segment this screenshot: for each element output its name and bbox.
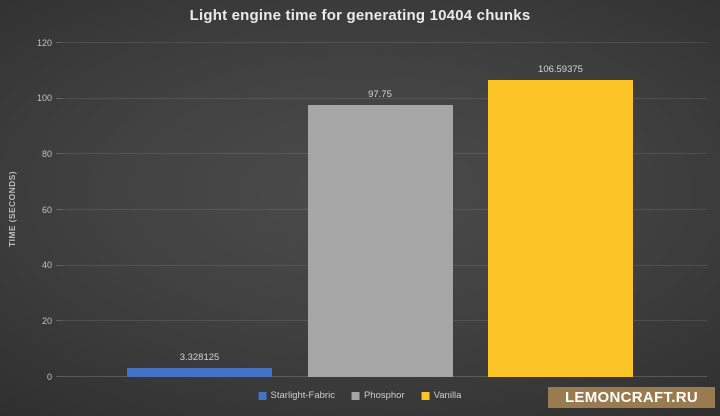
y-tick-label-120: 120: [36, 37, 52, 48]
legend-label: Phosphor: [363, 390, 405, 401]
legend-label: Starlight-Fabric: [270, 390, 335, 401]
legend-item-vanilla: Vanilla: [421, 390, 462, 401]
plot-area: 3.328125 97.75 106.59375: [56, 42, 707, 377]
y-tickmark-0: [56, 376, 62, 377]
bar-value-label-starlight-fabric: 3.328125: [179, 351, 220, 363]
legend-label: Vanilla: [433, 390, 462, 401]
bar-value-label-vanilla: 106.59375: [538, 64, 583, 76]
y-tick-label-20: 20: [41, 315, 52, 326]
bar-value-label-phosphor: 97.75: [368, 88, 392, 100]
watermark-badge: LEMONCRAFT.RU: [548, 387, 715, 408]
y-tick-label-100: 100: [36, 93, 52, 104]
y-tick-label-0: 0: [46, 371, 52, 382]
y-tickmark-80: [56, 153, 62, 155]
legend-item-phosphor: Phosphor: [351, 390, 405, 401]
y-tick-label-60: 60: [41, 204, 52, 215]
y-tickmark-60: [56, 209, 62, 210]
chart-title: Light engine time for generating 10404 c…: [189, 7, 531, 24]
y-axis-ticks: 0 20 40 60 80 100 120: [0, 38, 52, 382]
legend-swatch-starlight-fabric: [258, 391, 267, 400]
y-tickmark-120: [56, 42, 62, 43]
bar-vanilla: [488, 80, 633, 377]
bar-phosphor: [307, 104, 453, 377]
y-tickmark-100: [56, 97, 62, 99]
gridline-100: [62, 97, 707, 99]
legend-swatch-phosphor: [351, 391, 360, 400]
bar-starlight-fabric: [127, 367, 272, 377]
legend-item-starlight-fabric: Starlight-Fabric: [258, 390, 335, 401]
legend: Starlight-Fabric Phosphor Vanilla: [258, 390, 462, 401]
y-tick-label-40: 40: [41, 260, 52, 271]
legend-swatch-vanilla: [421, 391, 430, 400]
y-tickmark-40: [56, 264, 62, 266]
gridline-120: [62, 42, 707, 43]
y-tick-label-80: 80: [41, 148, 52, 159]
y-tickmark-20: [56, 320, 62, 322]
